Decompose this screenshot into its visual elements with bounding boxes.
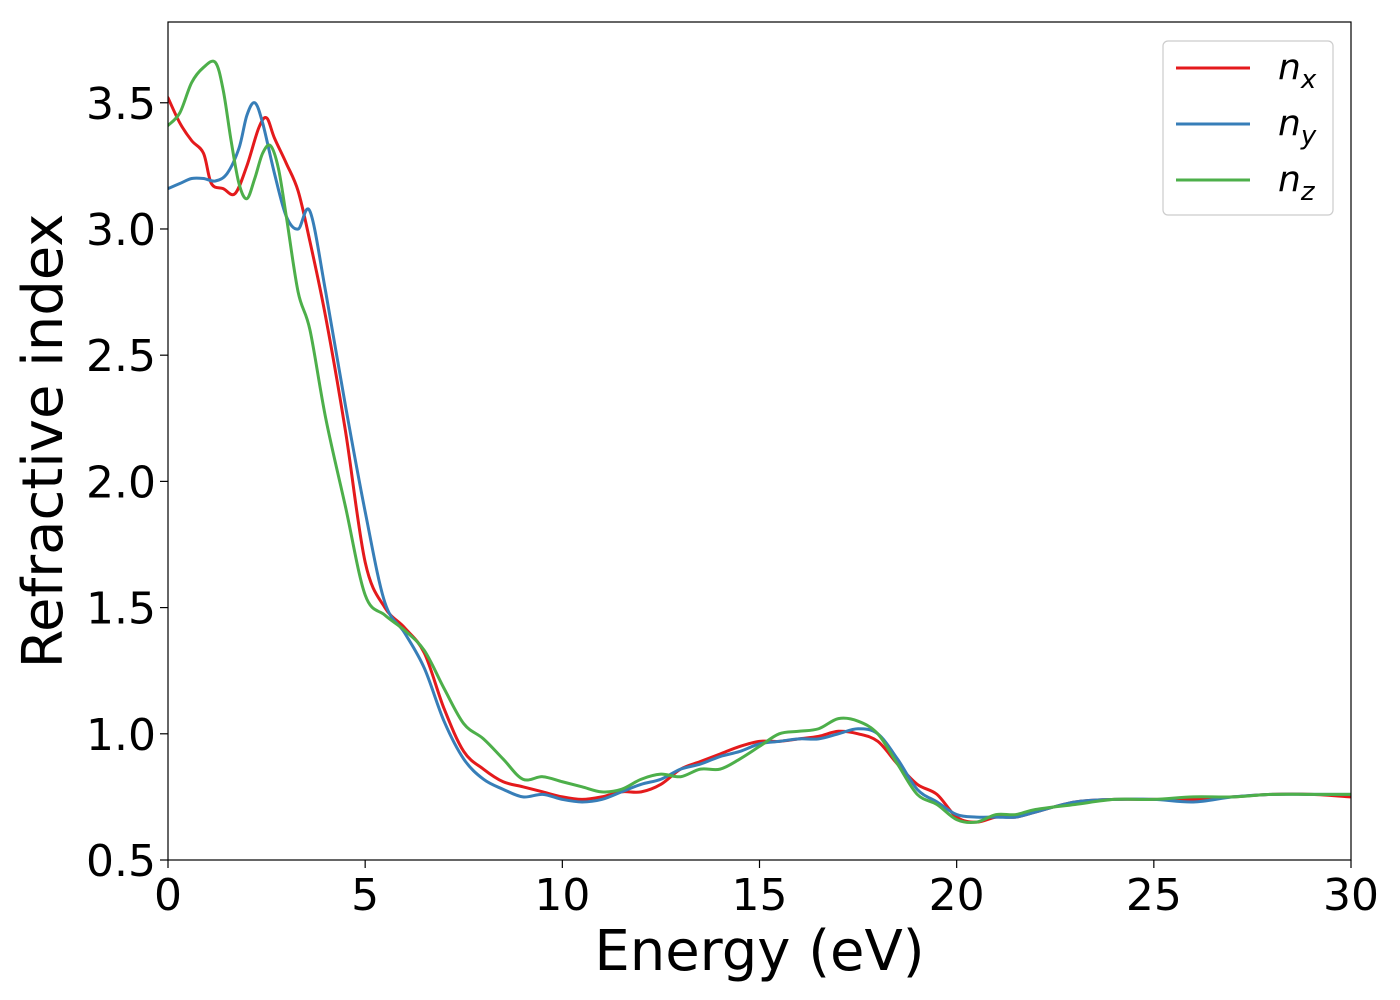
x-tick-label: 30 — [1323, 870, 1379, 921]
y-tick-label: 0.5 — [86, 836, 156, 887]
plot-frame — [167, 21, 1352, 861]
y-tick-label: 1.5 — [86, 584, 156, 635]
y-tick-label: 2.5 — [86, 331, 156, 382]
y-tick-label: 2.0 — [86, 457, 156, 508]
legend-items: nx ny nz — [1176, 47, 1317, 207]
series-line-nz — [168, 59, 1351, 825]
x-axis-label: Energy (eV) — [594, 919, 924, 984]
x-tick-label: 25 — [1126, 870, 1182, 921]
y-tick-label: 3.0 — [86, 205, 156, 256]
series-line-ny — [168, 101, 1351, 819]
x-tick-label: 5 — [351, 870, 379, 921]
legend: nx ny nz — [1162, 40, 1334, 216]
y-axis-label: Refractive index — [11, 214, 76, 669]
legend-label-nz: nz — [1278, 159, 1316, 207]
legend-box — [1162, 40, 1334, 216]
x-tick-label: 20 — [929, 870, 985, 921]
x-tick-label: 10 — [534, 870, 590, 921]
legend-label-ny: ny — [1278, 103, 1317, 151]
y-tick-label: 1.0 — [86, 710, 156, 761]
x-tick-label: 0 — [154, 870, 182, 921]
plot-area — [168, 22, 1351, 860]
series-layer — [168, 59, 1351, 825]
x-tick-label: 15 — [732, 870, 788, 921]
y-tick-label: 3.5 — [86, 79, 156, 130]
ticks-layer: 0 5 10 15 20 25 30 0.5 1.0 1.5 2.0 2.5 3.0 3.5 — [86, 79, 1379, 921]
legend-label-nx: nx — [1278, 47, 1317, 95]
